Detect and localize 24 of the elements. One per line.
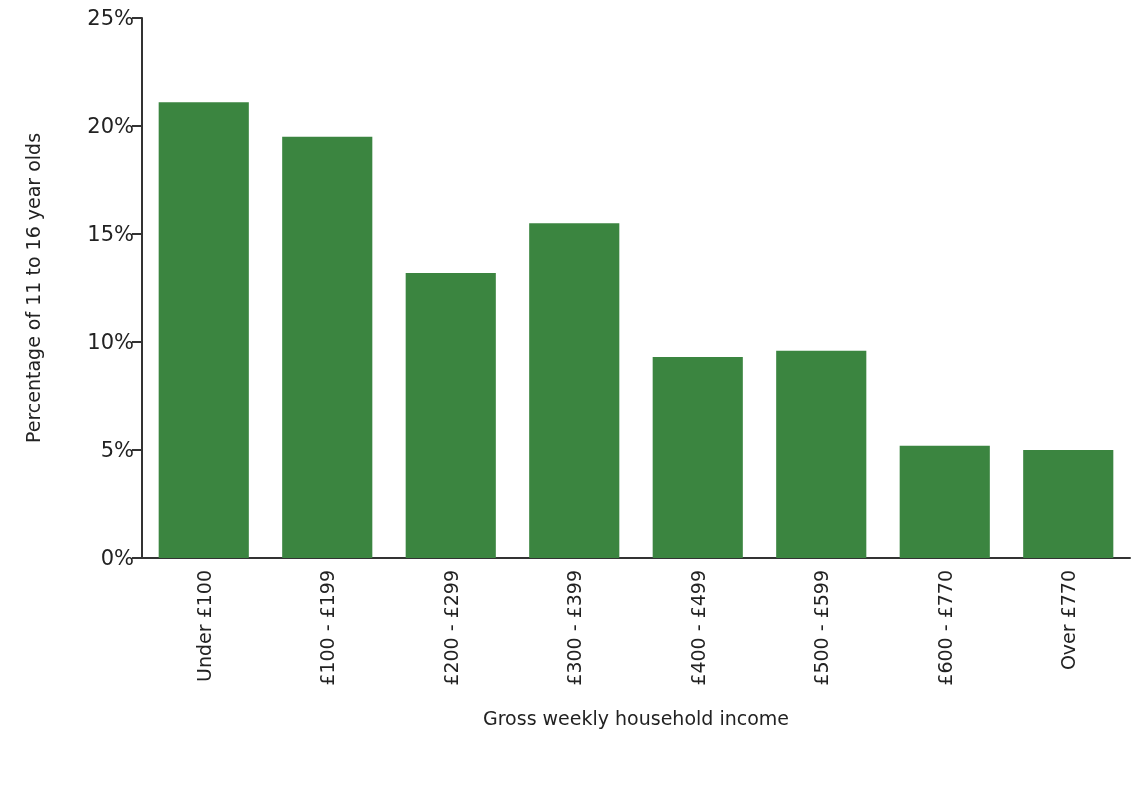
bar	[529, 223, 620, 558]
y-axis-title: Percentage of 11 to 16 year olds	[21, 132, 44, 444]
x-axis-title: Gross weekly household income	[483, 706, 789, 729]
x-tick-label: Under £100	[192, 570, 215, 682]
y-tick-label: 20%	[87, 114, 134, 138]
x-tick-label: £600 - £770	[933, 570, 956, 686]
bar	[1023, 450, 1114, 558]
bar	[776, 350, 867, 558]
bar	[282, 136, 373, 558]
x-tick-label: £500 - £599	[810, 570, 833, 686]
x-tick-label: Over £770	[1057, 570, 1080, 671]
bar	[652, 357, 743, 558]
x-tick-label: £100 - £199	[316, 570, 339, 686]
bar	[899, 445, 990, 558]
bar	[405, 272, 496, 558]
y-tick-label: 15%	[87, 222, 134, 246]
bar	[158, 102, 249, 558]
y-tick-label: 10%	[87, 330, 134, 354]
y-tick-label: 0%	[100, 546, 134, 570]
x-tick-label: £200 - £299	[439, 570, 462, 686]
x-tick-label: £300 - £399	[563, 570, 586, 686]
x-tick-label: £400 - £499	[686, 570, 709, 686]
y-tick-label: 5%	[100, 438, 134, 462]
y-tick-label: 25%	[87, 6, 134, 30]
